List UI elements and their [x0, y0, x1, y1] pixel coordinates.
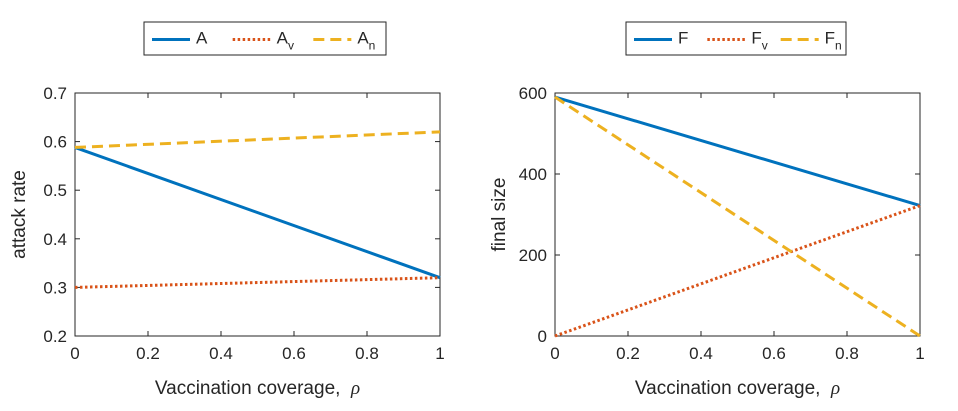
y-tick-label: 400 [519, 165, 547, 184]
legend: A Av An [143, 21, 387, 56]
chart-panel-2: 0 0.2 0.4 0.6 0.8 1 0 200 400 600 Vaccination cove… [489, 21, 925, 399]
legend: F Fv Fn [625, 21, 847, 56]
legend-label: F [678, 29, 688, 48]
y-tick-label: 0.7 [43, 84, 67, 103]
legend-label: A [196, 29, 208, 48]
x-tick-label: 0.2 [616, 344, 640, 363]
x-tick-label: 0.4 [689, 344, 713, 363]
y-tick-label: 0.6 [43, 133, 67, 152]
y-tick-label: 600 [519, 84, 547, 103]
x-tick-label: 0 [70, 344, 79, 363]
x-tick-label: 0.6 [762, 344, 786, 363]
y-tick-label: 0.2 [43, 327, 67, 346]
x-axis-title: Vaccination coverage, ρ [155, 378, 360, 399]
x-tick-label: 0.4 [209, 344, 233, 363]
y-tick-label: 0.3 [43, 278, 67, 297]
series-line-f [554, 95, 921, 208]
y-tick-label: 0.5 [43, 181, 67, 200]
y-tick-label: 0.4 [43, 230, 67, 249]
x-tick-label: 0.8 [355, 344, 379, 363]
x-axis-title: Vaccination coverage, ρ [635, 378, 840, 399]
x-tick-label: 1 [435, 344, 444, 363]
series-line-a-n [74, 130, 441, 149]
series-line-a [74, 146, 441, 280]
x-tick-label: 1 [915, 344, 924, 363]
x-tick-label: 0.8 [835, 344, 859, 363]
y-axis-title: final size [489, 178, 510, 252]
y-axis-title: attack rate [9, 170, 30, 259]
series-line-f-v [554, 204, 921, 338]
x-tick-label: 0.2 [136, 344, 160, 363]
x-tick-label: 0 [550, 344, 559, 363]
chart-panel-1: 0 0.2 0.4 0.6 0.8 10.20.30.40.50.60.7Vaccinat… [9, 21, 445, 399]
series-line-f-n [554, 95, 921, 338]
axes-box [554, 92, 921, 337]
y-tick-label: 0 [538, 327, 547, 346]
y-tick-label: 200 [519, 246, 547, 265]
axes-box [74, 92, 441, 337]
x-tick-label: 0.6 [282, 344, 306, 363]
series-line-a-v [74, 276, 441, 289]
